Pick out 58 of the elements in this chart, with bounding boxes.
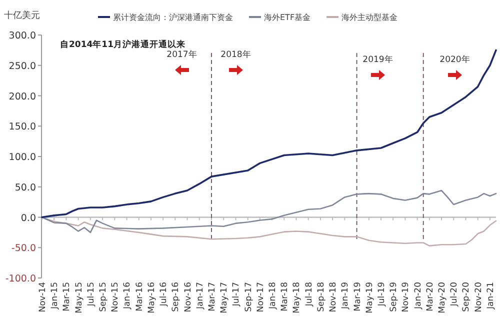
x-tick-label: May-15 xyxy=(74,282,84,314)
y-tick-label: 150.0 xyxy=(8,122,36,133)
annotation: 2020年 xyxy=(440,54,470,65)
x-tick-label: Sep-17 xyxy=(244,282,254,312)
x-tick-label: Jan-21 xyxy=(486,282,496,310)
x-tick-label: Nov-20 xyxy=(474,282,484,312)
x-tick-label: Sep-18 xyxy=(316,282,326,312)
x-tick-label: Jul-16 xyxy=(159,282,170,308)
x-tick-label: Sep-20 xyxy=(462,282,472,312)
y-tick-label: 0.0 xyxy=(20,212,36,224)
x-tick-label: Jan-20 xyxy=(413,282,424,310)
x-tick-label: Jul-20 xyxy=(450,282,460,308)
x-tick-label: Jul-15 xyxy=(86,282,96,308)
x-tick-label: Mar-18 xyxy=(280,282,290,312)
y-tick-label: -100.0 xyxy=(5,274,36,284)
x-tick-label: Sep-19 xyxy=(389,282,400,312)
x-tick-label: Nov-16 xyxy=(183,282,194,312)
y-tick-label: 100.0 xyxy=(8,152,36,163)
line-series xyxy=(41,49,497,218)
x-tick-label: Jul-17 xyxy=(232,282,242,308)
x-tick-label: Mar-16 xyxy=(134,282,145,312)
x-tick-label: Jan-16 xyxy=(122,282,133,310)
y-tick-label: 200.0 xyxy=(8,91,36,102)
x-tick-label: Jan-19 xyxy=(340,282,351,310)
annotation: 自2014年11月沪港通开通以来 xyxy=(60,39,186,50)
y-tick-label: -50.0 xyxy=(11,243,36,254)
legend-label: 海外主动型基金 xyxy=(342,13,398,22)
y-tick-label: 50.0 xyxy=(14,182,36,194)
x-tick-label: May-16 xyxy=(146,282,157,314)
annotation: 2019年 xyxy=(362,54,394,65)
x-tick-label: Nov-14 xyxy=(38,282,48,312)
x-tick-label: Sep-16 xyxy=(171,282,182,312)
x-tick-label: Mar-15 xyxy=(62,282,72,312)
x-tick-label: Jan-18 xyxy=(268,282,278,310)
x-tick-label: Mar-17 xyxy=(207,282,218,312)
y-axis-title: 十亿美元 xyxy=(4,10,40,21)
y-tick-label: 300.0 xyxy=(8,30,36,42)
y-tick-label: 250.0 xyxy=(8,60,36,72)
x-tick-label: Jan-17 xyxy=(195,282,206,310)
x-tick-label: Nov-15 xyxy=(110,282,121,312)
annotation: 2018年 xyxy=(220,49,252,60)
x-tick-label: May-18 xyxy=(292,282,302,314)
x-tick-label: Mar-20 xyxy=(425,282,436,312)
line-series xyxy=(41,190,497,234)
legend-label: 累计资金流向：沪深港通南下资金 xyxy=(113,13,233,22)
x-tick-label: Nov-18 xyxy=(328,282,339,312)
x-tick-label: Jul-19 xyxy=(376,282,387,308)
x-tick-label: Sep-15 xyxy=(98,282,109,312)
legend-label: 海外ETF基金 xyxy=(264,13,311,22)
x-tick-label: May-20 xyxy=(438,282,448,314)
x-tick-label: May-19 xyxy=(364,282,375,314)
x-tick-label: May-17 xyxy=(220,282,230,314)
annotation: 2017年 xyxy=(166,49,198,60)
x-tick-label: Mar-19 xyxy=(352,282,363,312)
x-tick-label: Nov-19 xyxy=(401,282,412,312)
x-tick-label: Nov-17 xyxy=(256,282,266,312)
x-tick-label: Jul-18 xyxy=(304,282,314,308)
x-tick-label: Jan-15 xyxy=(50,282,60,310)
